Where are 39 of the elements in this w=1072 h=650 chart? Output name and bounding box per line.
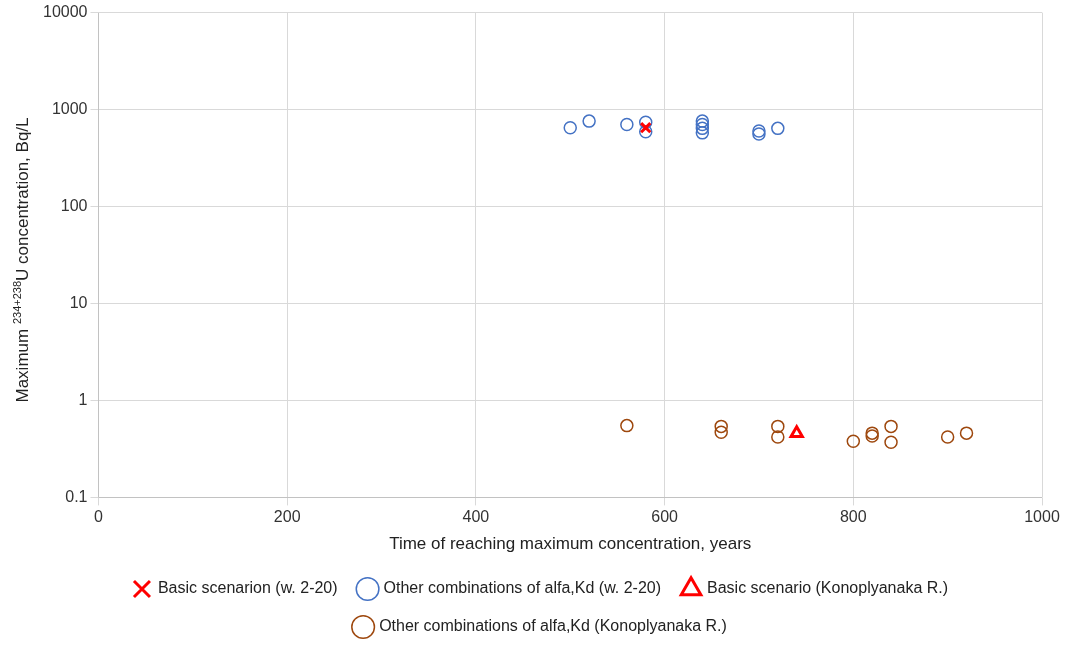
point	[846, 434, 861, 448]
x-tick-label: 0	[94, 508, 104, 526]
point	[884, 419, 898, 434]
point	[940, 430, 955, 444]
point	[563, 120, 577, 135]
x-axis-title: Time of reaching maximum concentration, years	[389, 534, 752, 554]
y-tick-label: 1	[78, 390, 88, 408]
point	[695, 117, 710, 132]
point	[639, 121, 652, 134]
x-tick-label: 200	[273, 508, 301, 526]
x-tick-label: 400	[462, 508, 490, 526]
point	[771, 430, 785, 444]
y-tick-label: 1000	[51, 99, 88, 117]
point	[638, 125, 653, 139]
point	[582, 114, 596, 128]
x-tick-label: 600	[651, 508, 679, 526]
y-tick-label: 10000	[42, 3, 88, 21]
point	[620, 117, 634, 132]
point	[714, 425, 728, 439]
legend-label: Other combinations of alfa,Kd (w. 2-20)	[383, 579, 662, 597]
x-tick-label: 800	[839, 508, 867, 526]
x-tick-label: 1000	[1024, 508, 1060, 526]
point	[884, 435, 898, 450]
point	[771, 419, 785, 434]
y-tick-label: 0.1	[65, 487, 88, 505]
point	[695, 126, 710, 140]
y-tick-label: 10	[69, 293, 88, 311]
point	[714, 419, 728, 434]
legend-label: Basic scenario (Konoplyanaka R.)	[707, 579, 949, 597]
legend-label: Basic scenarion (w. 2-20)	[157, 579, 338, 597]
point	[695, 114, 710, 128]
point	[771, 121, 785, 136]
point	[959, 426, 974, 440]
y-tick-label: 100	[60, 196, 88, 214]
legend-label: Other combinations of alfa,Kd (Konoplyanaka R.)	[379, 617, 727, 635]
point	[789, 425, 804, 438]
point	[638, 115, 653, 129]
point	[695, 121, 710, 136]
point	[620, 418, 634, 433]
